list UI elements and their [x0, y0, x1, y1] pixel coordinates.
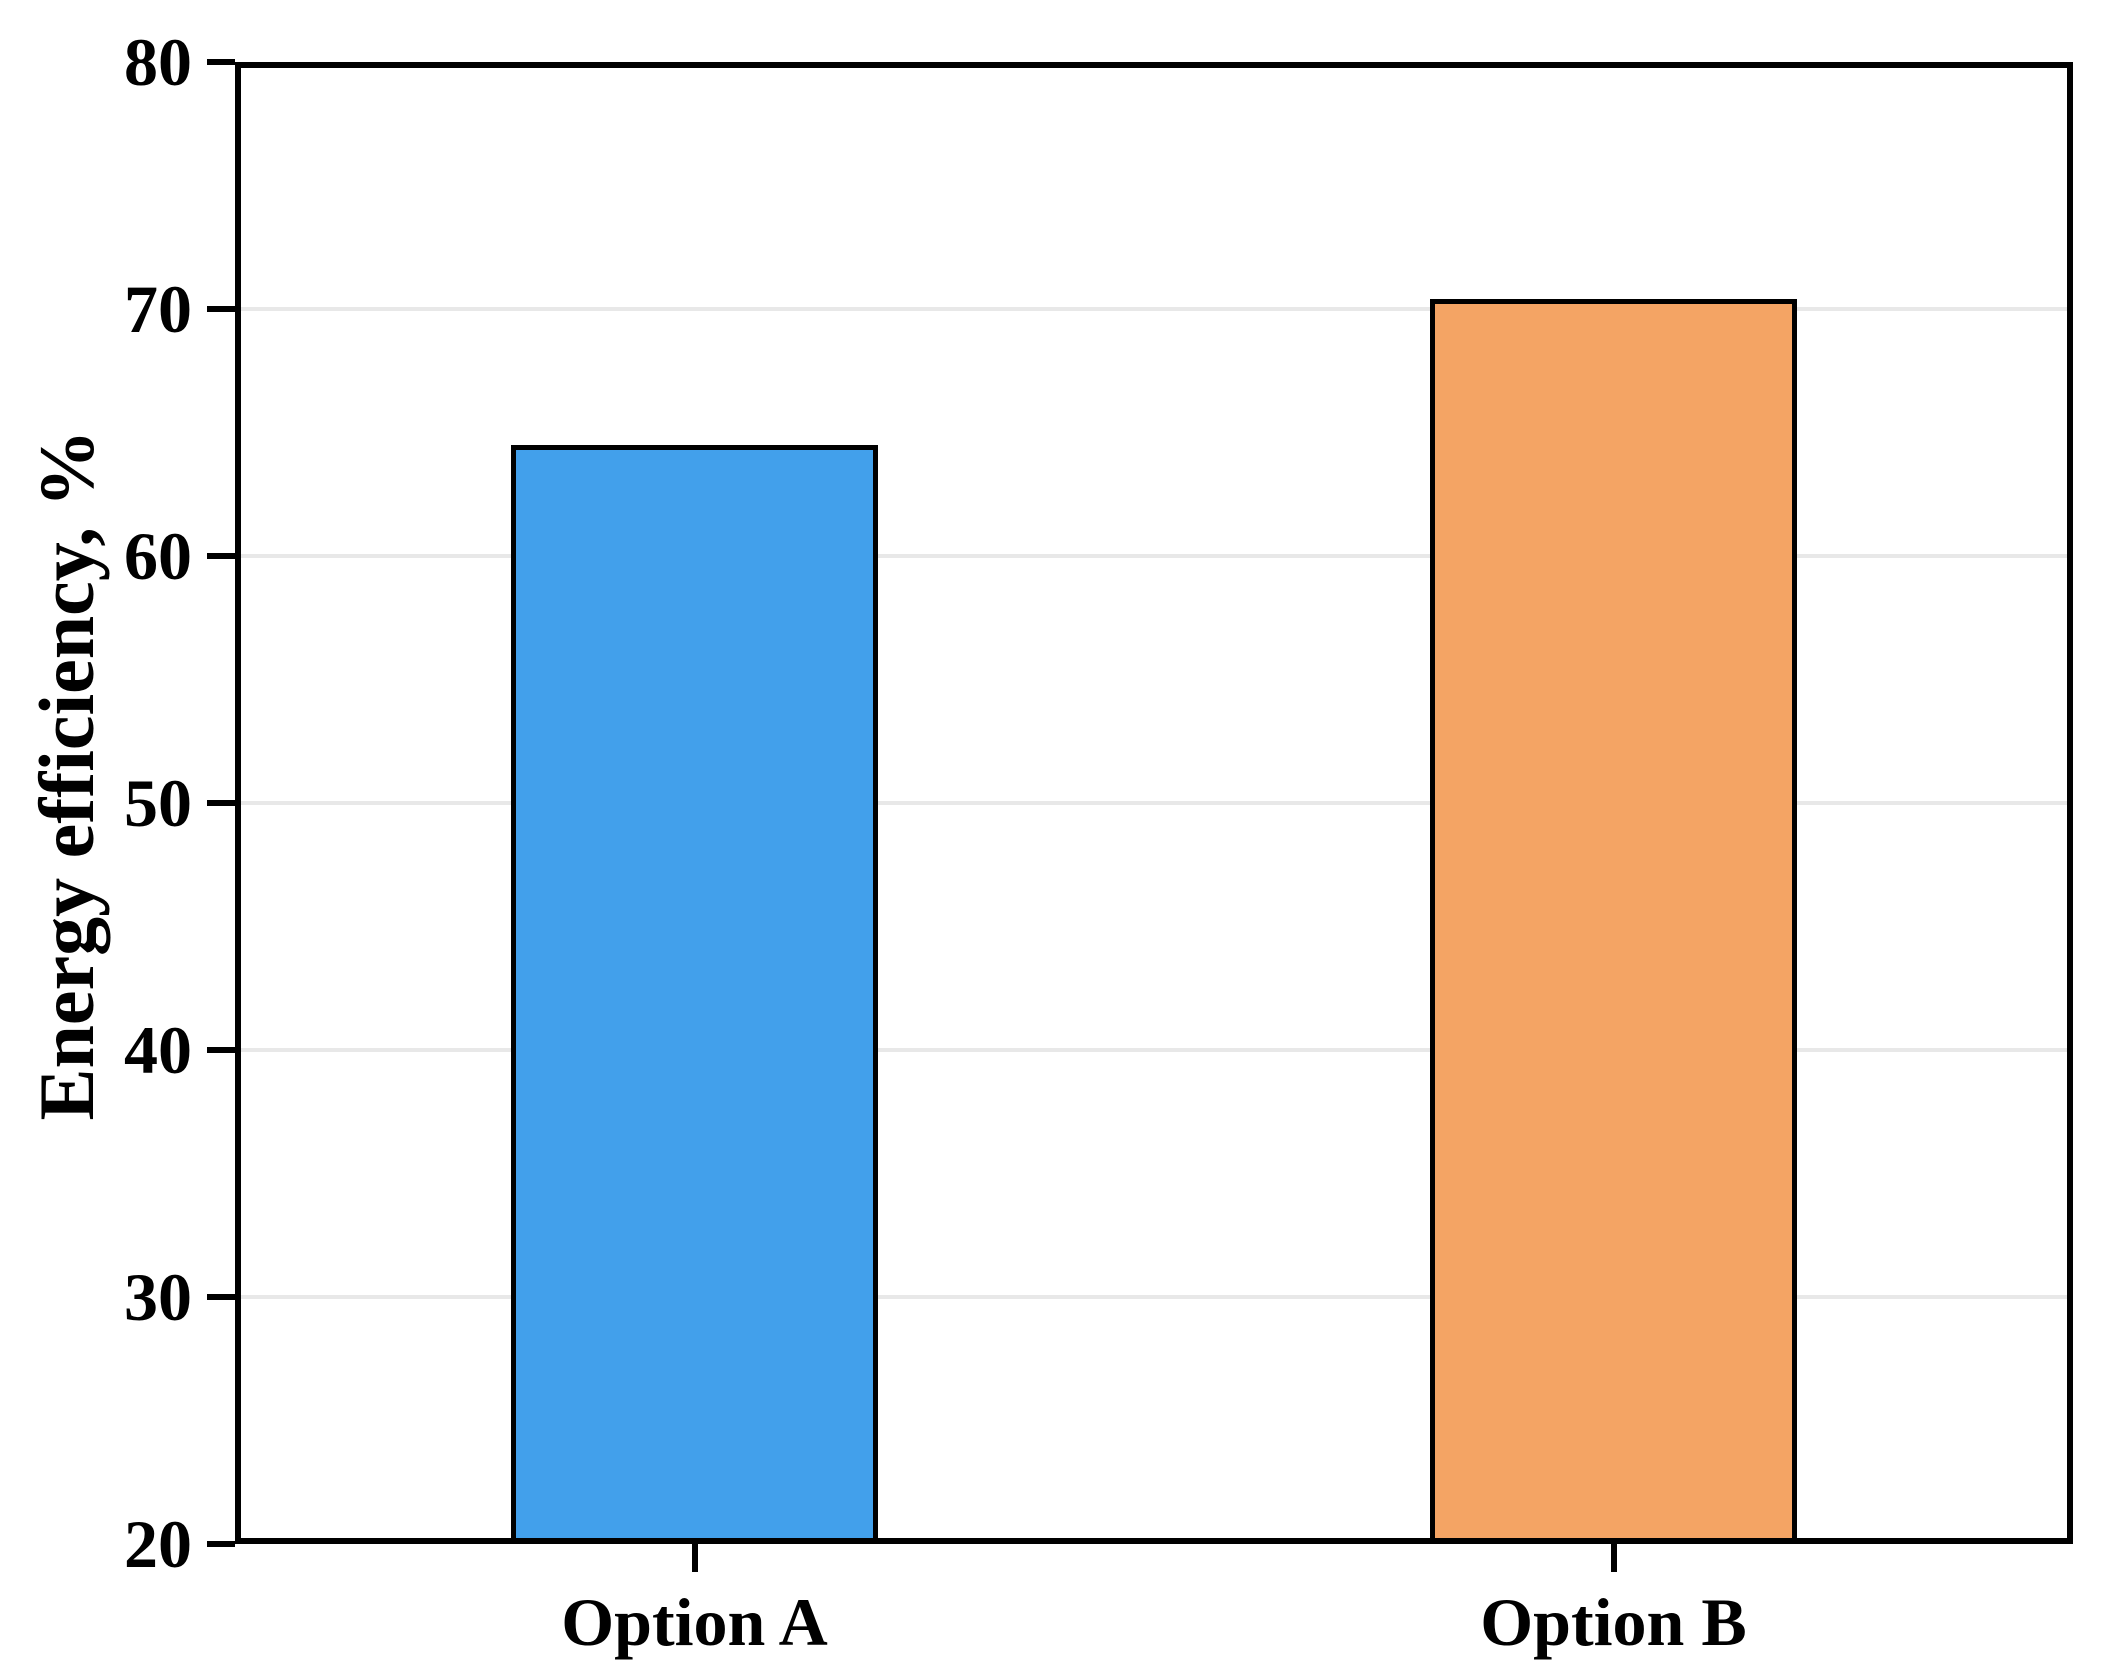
gridline-y-70: [235, 307, 2073, 311]
y-tick-20: [207, 1541, 235, 1547]
gridline-y-60: [235, 554, 2073, 558]
y-tick-label-30: 30: [124, 1259, 192, 1335]
x-tick-option-a: [691, 1544, 698, 1572]
y-tick-40: [207, 1047, 235, 1053]
y-tick-label-80: 80: [124, 24, 192, 100]
gridline-y-40: [235, 1048, 2073, 1052]
y-tick-label-70: 70: [124, 271, 192, 347]
bar-option-b: [1429, 299, 1798, 1544]
y-axis-title: Energy efficiency, %: [23, 429, 110, 1121]
gridline-y-50: [235, 801, 2073, 805]
x-tick-label-option-b: Option B: [1480, 1584, 1747, 1660]
y-tick-60: [207, 553, 235, 559]
x-tick-option-b: [1610, 1544, 1617, 1572]
y-tick-label-20: 20: [124, 1506, 192, 1582]
y-tick-30: [207, 1294, 235, 1300]
gridline-y-30: [235, 1295, 2073, 1299]
y-tick-50: [207, 800, 235, 806]
plot-frame: [235, 62, 2073, 1544]
bar-option-a: [510, 444, 879, 1544]
x-tick-label-option-a: Option A: [561, 1584, 828, 1660]
y-tick-80: [207, 59, 235, 65]
y-tick-70: [207, 306, 235, 312]
